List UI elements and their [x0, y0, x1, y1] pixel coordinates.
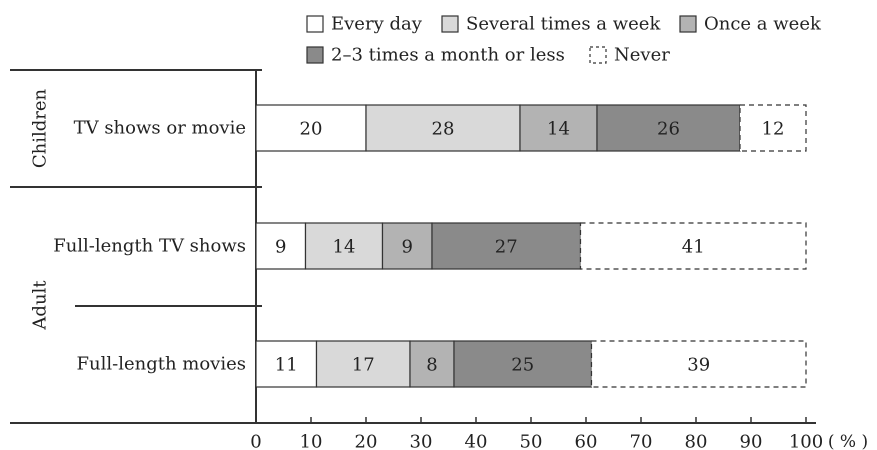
tick-label: 80 [685, 432, 708, 450]
data-label: 17 [352, 355, 375, 376]
legend-item: Once a week [679, 14, 822, 35]
legend-swatch [306, 15, 324, 33]
bar-segment [431, 222, 582, 270]
tick-label: 90 [740, 432, 763, 450]
bar-segment [255, 222, 307, 270]
data-label: 9 [275, 237, 286, 258]
tick-label: 70 [630, 432, 653, 450]
bar-segment [519, 104, 598, 152]
category-label: Full-length movies [77, 354, 246, 375]
category-labels: Children Adult TV shows or movie Full-lengt… [30, 88, 247, 374]
bar-segment [409, 340, 455, 388]
legend-label: Every day [331, 14, 423, 35]
legend-label: Several times a week [466, 14, 661, 35]
tick-label: 10 [300, 432, 323, 450]
bar-segment [255, 104, 367, 152]
legend-item: Every day [306, 14, 423, 35]
data-label: 14 [333, 237, 356, 258]
legend-label: Never [614, 45, 670, 66]
tick-label: 100 [789, 432, 823, 450]
group-label: Adult [30, 280, 51, 331]
data-label: 28 [432, 119, 455, 140]
legend: Every day Several times a week Once a week… [306, 14, 822, 66]
data-label: 39 [687, 355, 710, 376]
data-label: 12 [762, 119, 785, 140]
legend-label: Once a week [704, 14, 822, 35]
axis-unit: ( % ) [828, 432, 868, 450]
legend-swatch [441, 15, 459, 33]
bar-segment [590, 340, 807, 388]
bar-segment [315, 340, 411, 388]
tick-label: 50 [520, 432, 543, 450]
legend-swatch [679, 15, 697, 33]
legend-item: Never [589, 45, 670, 66]
tick-label: 60 [575, 432, 598, 450]
bar-segment [739, 104, 807, 152]
bar-segment [304, 222, 384, 270]
data-label: 11 [275, 355, 298, 376]
bar-segment [381, 222, 433, 270]
data-label: 41 [682, 237, 705, 258]
tick-label: 0 [250, 432, 261, 450]
legend-swatch [589, 46, 607, 64]
category-label: TV shows or movie [74, 118, 246, 139]
legend-item: Several times a week [441, 14, 661, 35]
data-label: 14 [547, 119, 570, 140]
tick-label: 20 [355, 432, 378, 450]
tick-label: 40 [465, 432, 488, 450]
tick-label: 30 [410, 432, 433, 450]
x-axis: 0 10 20 30 40 50 60 70 80 90 100 ( % ) [250, 417, 868, 450]
bar-segment [453, 340, 593, 388]
data-label: 25 [511, 355, 534, 376]
data-label: 8 [426, 355, 437, 376]
bars: 20 28 14 26 12 9 14 9 27 41 11 17 8 25 39 [255, 104, 807, 388]
data-label: 27 [495, 237, 518, 258]
legend-item: 2–3 times a month or less [306, 45, 565, 66]
data-label: 26 [657, 119, 680, 140]
group-label: Children [30, 88, 51, 168]
legend-swatch [306, 46, 324, 64]
data-label: 9 [402, 237, 413, 258]
bar-segment [579, 222, 807, 270]
bar-segment [365, 104, 521, 152]
category-label: Full-length TV shows [53, 236, 246, 257]
data-label: 20 [300, 119, 323, 140]
bar-segment [255, 340, 318, 388]
legend-label: 2–3 times a month or less [331, 45, 565, 66]
